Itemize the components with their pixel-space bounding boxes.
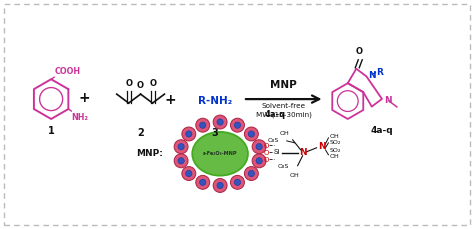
Text: OH: OH [280, 131, 290, 136]
Circle shape [200, 122, 206, 128]
Text: OH: OH [290, 173, 300, 178]
Text: N: N [299, 148, 306, 157]
Circle shape [186, 170, 192, 177]
Circle shape [256, 158, 262, 164]
Text: 4a-q: 4a-q [264, 110, 285, 119]
Text: COOH: COOH [55, 67, 81, 76]
Circle shape [196, 175, 210, 189]
Circle shape [178, 158, 184, 164]
Text: R: R [376, 68, 383, 77]
Text: 4a-q: 4a-q [371, 126, 393, 135]
Text: SO₂: SO₂ [329, 148, 341, 153]
Circle shape [245, 127, 258, 141]
Text: Solvent-free: Solvent-free [262, 103, 306, 109]
Text: OH: OH [329, 154, 339, 159]
Circle shape [217, 119, 223, 125]
Text: MNP: MNP [270, 80, 297, 90]
Text: +: + [78, 91, 90, 105]
Text: 2: 2 [137, 128, 144, 138]
Ellipse shape [192, 132, 248, 176]
Text: O: O [137, 81, 144, 90]
Text: O: O [264, 157, 269, 163]
Circle shape [252, 154, 266, 168]
Circle shape [256, 144, 262, 150]
Circle shape [248, 170, 255, 177]
Circle shape [234, 122, 241, 128]
Text: NH₂: NH₂ [71, 113, 88, 122]
Circle shape [182, 166, 196, 180]
Circle shape [234, 179, 241, 185]
Text: N: N [368, 71, 376, 80]
Text: O: O [126, 79, 133, 88]
Text: SO₂: SO₂ [329, 140, 341, 145]
Circle shape [252, 140, 266, 154]
Circle shape [174, 154, 188, 168]
FancyBboxPatch shape [4, 4, 470, 225]
Circle shape [248, 131, 255, 137]
Circle shape [213, 115, 227, 129]
Circle shape [230, 118, 245, 132]
Circle shape [213, 179, 227, 192]
Text: +: + [164, 93, 176, 107]
Circle shape [178, 144, 184, 150]
Circle shape [200, 179, 206, 185]
Text: O: O [264, 143, 269, 149]
Circle shape [230, 175, 245, 189]
Text: OH: OH [329, 134, 339, 139]
Text: N: N [384, 96, 392, 105]
Text: O: O [149, 79, 156, 88]
Text: O: O [355, 47, 362, 56]
Circle shape [217, 182, 223, 189]
Text: MW (15-30min): MW (15-30min) [256, 111, 311, 117]
Text: N: N [318, 142, 325, 151]
Text: O₂S: O₂S [277, 164, 289, 169]
Text: O: O [264, 150, 269, 156]
Circle shape [174, 140, 188, 154]
Circle shape [245, 166, 258, 180]
Circle shape [182, 127, 196, 141]
Circle shape [196, 118, 210, 132]
Circle shape [186, 131, 192, 137]
Text: R-NH₂: R-NH₂ [198, 96, 232, 106]
Text: 3: 3 [212, 128, 219, 138]
Text: ε-Fe₂O₃-MNP: ε-Fe₂O₃-MNP [203, 151, 237, 156]
Text: O₂S: O₂S [267, 138, 279, 143]
Text: MNP:: MNP: [137, 149, 164, 158]
Text: 1: 1 [48, 126, 55, 136]
Text: Si: Si [274, 149, 280, 155]
